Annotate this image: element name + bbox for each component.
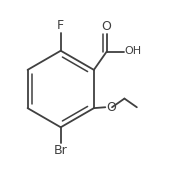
Text: O: O [102, 20, 112, 33]
Text: Br: Br [54, 144, 68, 157]
Text: OH: OH [125, 46, 142, 56]
Text: F: F [57, 19, 64, 32]
Text: O: O [107, 101, 117, 114]
